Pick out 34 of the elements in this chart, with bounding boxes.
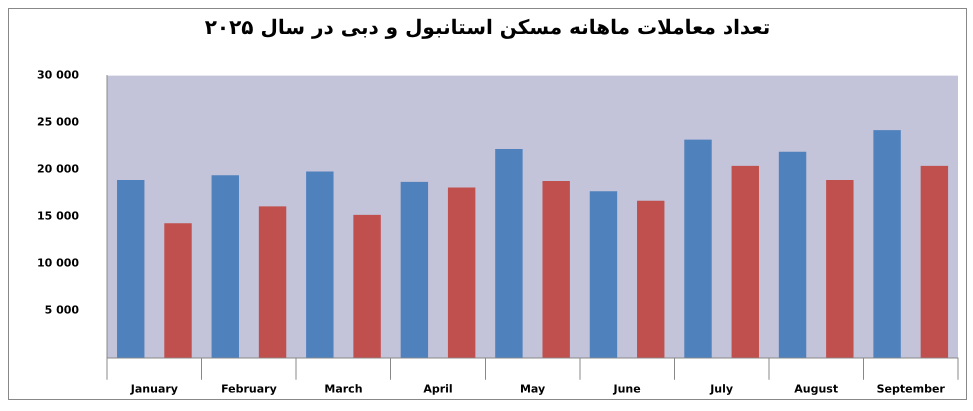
bar <box>306 172 334 358</box>
y-tick-label: 15 000 <box>36 210 80 223</box>
x-tick-label: June <box>612 382 641 396</box>
x-tick-label: March <box>324 382 363 396</box>
bar <box>448 188 476 358</box>
x-tick-label: July <box>709 382 734 396</box>
bar <box>778 152 806 358</box>
y-tick-label: 25 000 <box>36 115 80 128</box>
bar <box>920 166 948 358</box>
x-tick-label: May <box>520 382 546 396</box>
x-tick-label: September <box>876 382 946 396</box>
y-tick-label: 10 000 <box>36 256 80 270</box>
bar <box>164 223 192 358</box>
bar <box>495 148 523 358</box>
bar <box>212 175 239 358</box>
x-tick-label: January <box>130 382 178 396</box>
bar <box>684 140 712 358</box>
y-tick-label: 5 000 <box>44 304 80 317</box>
bar <box>353 214 381 358</box>
bar <box>637 200 664 358</box>
bar <box>258 206 286 358</box>
y-tick-label: 20 000 <box>36 162 80 176</box>
bar <box>400 182 428 358</box>
bar <box>590 191 618 358</box>
x-tick-label: April <box>423 382 453 396</box>
bar <box>542 180 570 358</box>
bar <box>732 166 759 358</box>
chart-title: تعداد معاملات ماهانه مسکن استانبول و دبی در سال ۲۰۲۵ <box>204 14 772 41</box>
x-tick-label: February <box>221 382 277 396</box>
y-tick-label: 30 000 <box>36 68 80 82</box>
bar <box>873 130 901 358</box>
bar <box>117 180 144 358</box>
bar <box>826 180 854 358</box>
x-tick-label: August <box>794 382 838 396</box>
